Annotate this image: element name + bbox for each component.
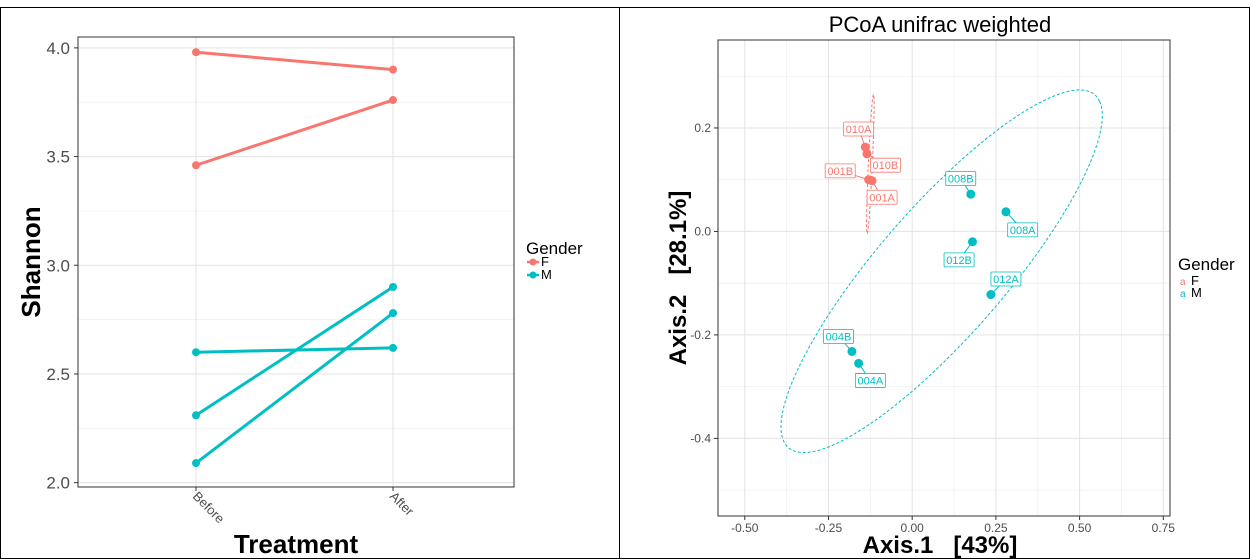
right-confidence-ellipses [780, 89, 1103, 454]
left-plot-border [77, 36, 515, 488]
right-x-tick-label: 0.75 [1152, 521, 1176, 535]
right-plot-border [717, 39, 1171, 517]
left-data-point [192, 348, 200, 357]
right-data-point [986, 290, 996, 300]
right-ellipse-M [780, 89, 1103, 454]
left-data-point [192, 459, 200, 468]
right-point-label-box [866, 189, 898, 205]
right-grid [718, 40, 1170, 516]
right-legend-title: Gender [1178, 255, 1235, 274]
right-y-tick-label: 0.0 [694, 224, 711, 238]
right-point-label: 008A [1010, 225, 1036, 237]
left-legend-label: M [541, 267, 552, 282]
right-x-tick-label: 0.00 [901, 521, 925, 535]
right-legend-label: M [1191, 285, 1202, 300]
right-point-label-box [945, 171, 977, 187]
right-point-label: 010A [846, 124, 872, 136]
right-point-label-box [843, 121, 875, 137]
right-chart-title: PCoA unifrac weighted [829, 12, 1052, 37]
right-x-tick-label: 0.25 [984, 521, 1008, 535]
left-data-point [389, 343, 397, 352]
right-point-label-box [870, 157, 901, 173]
right-point-label: 004A [857, 375, 883, 387]
right-data-point [862, 149, 872, 159]
left-x-axis-title: Treatment [234, 529, 359, 559]
right-x-axis-title: Axis.1 [43%] [863, 532, 1018, 559]
left-data-point [192, 161, 200, 170]
right-point-label: 001A [869, 192, 895, 204]
right-x-tick-label: 0.50 [1068, 521, 1092, 535]
right-data-point [967, 237, 977, 247]
right-legend-label: F [1191, 273, 1199, 288]
right-point-label-box [824, 163, 856, 179]
left-series-line [195, 311, 394, 465]
left-legend: Gender FM [526, 239, 583, 282]
right-y-tick-label: 0.2 [694, 121, 711, 135]
left-series-line [195, 285, 394, 417]
left-data-point [389, 309, 397, 318]
left-y-axis-title: Shannon [16, 206, 46, 317]
pcoa-chart: PCoA unifrac weighted 010A 010B 001B 001A 00… [665, 12, 1235, 559]
right-point-label: 012A [993, 274, 1019, 286]
right-point-label-box [1007, 222, 1039, 238]
right-data-point [966, 189, 976, 199]
right-legend-key: a [1180, 289, 1186, 300]
right-data-point [1001, 207, 1011, 217]
right-data-point [847, 346, 857, 356]
right-x-tick-label: -0.25 [815, 521, 843, 535]
left-y-tick-label: 2.5 [46, 365, 70, 384]
right-data-point [860, 142, 870, 152]
right-point-label: 012B [946, 255, 972, 267]
right-legend-key: a [1180, 277, 1186, 288]
right-data-point [854, 358, 864, 368]
left-data-point [389, 96, 397, 105]
left-data-point [192, 411, 200, 420]
left-grid [78, 37, 514, 487]
left-data-point [389, 65, 397, 74]
left-y-tick-label: 3.0 [46, 256, 70, 275]
right-y-ticks: -0.4 -0.2 0.0 0.2 [690, 121, 718, 445]
right-point-label: 004B [826, 331, 852, 343]
right-y-tick-label: -0.2 [690, 328, 711, 342]
left-y-tick-label: 3.5 [46, 148, 70, 167]
left-legend-key-point [529, 258, 537, 266]
left-legend-key-point [529, 271, 537, 279]
left-y-tick-label: 4.0 [46, 39, 70, 58]
right-point-label-box [823, 329, 854, 344]
right-y-axis-title: Axis.2 [28.1%] [665, 191, 692, 366]
left-data-point [192, 48, 200, 57]
right-point-label-box [854, 373, 886, 388]
right-x-ticks: -0.50 -0.25 0.00 0.25 0.50 0.75 [731, 516, 1175, 535]
right-points: 010A 010B 001B 001A 008B 008A 012B 012A 004B 004A [823, 121, 1039, 388]
left-legend-label: F [541, 254, 549, 269]
left-legend-title: Gender [526, 239, 583, 258]
left-panel-frame [0, 7, 620, 559]
left-series-line [195, 98, 394, 167]
right-point-label: 008B [948, 174, 974, 186]
left-series-lines [192, 48, 397, 468]
right-point-label-box [943, 252, 975, 268]
right-point-label: 010B [873, 160, 899, 172]
right-data-point [867, 176, 877, 186]
left-y-ticks: 2.0 2.5 3.0 3.5 4.0 [46, 39, 78, 493]
shannon-chart: 2.02.53.03.54.0 Before After Treatment Sh… [16, 36, 583, 559]
right-point-label: 001B [827, 166, 853, 178]
right-point-label-box [990, 271, 1022, 287]
right-legend: Gender a Fa M [1178, 255, 1235, 300]
left-y-tick-label: 2.0 [46, 474, 70, 493]
right-x-tick-label: -0.50 [731, 521, 759, 535]
right-y-tick-label: -0.4 [690, 431, 711, 445]
left-series-line [195, 50, 394, 72]
left-data-point [389, 283, 397, 291]
